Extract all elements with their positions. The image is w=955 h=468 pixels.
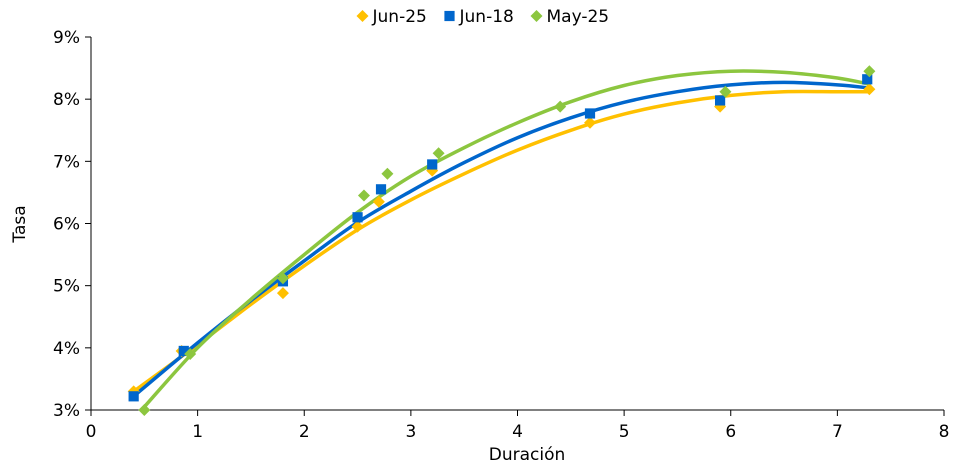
x-tick-label: 2 — [299, 422, 310, 442]
data-point-may-25 — [719, 85, 732, 98]
trend-line-jun-25 — [131, 89, 872, 394]
data-point-may-25 — [276, 272, 289, 285]
data-point-may-25 — [184, 348, 197, 361]
data-point-jun-25 — [372, 195, 385, 208]
legend-marker-jun-18 — [444, 10, 455, 22]
data-point-jun-18 — [352, 212, 363, 223]
y-tick-label: 6% — [53, 215, 80, 235]
y-tick-label: 5% — [53, 277, 80, 297]
y-tick-label: 4% — [53, 339, 80, 359]
data-point-jun-18 — [375, 184, 387, 195]
legend-label-may-25: May-25 — [547, 7, 610, 27]
data-point-may-25 — [138, 404, 151, 416]
data-point-may-25 — [432, 147, 445, 160]
trend-line-may-25 — [142, 69, 872, 409]
legend-label-jun-25: Jun-25 — [372, 7, 427, 27]
legend: Jun-25 Jun-18 May-25 — [356, 7, 610, 27]
data-markers — [127, 65, 876, 416]
x-axis-title: Duración — [489, 445, 566, 464]
x-tick-label: 4 — [512, 422, 523, 442]
y-tick-label: 9% — [53, 28, 80, 48]
data-point-jun-18 — [584, 108, 596, 119]
data-point-may-25 — [863, 65, 876, 78]
data-point-may-25 — [357, 189, 370, 202]
axes: 0 1 2 3 4 5 6 7 8 3% 4% 5% 6% 7% 8% 9% — [53, 28, 949, 442]
x-tick-label: 8 — [939, 422, 950, 442]
x-tick-label: 7 — [832, 422, 843, 442]
data-point-jun-18 — [714, 95, 726, 106]
legend-label-jun-18: Jun-18 — [459, 7, 514, 27]
data-point-may-25 — [554, 100, 567, 113]
data-point-jun-18 — [178, 345, 189, 357]
trend-lines — [131, 69, 872, 409]
data-point-jun-18 — [128, 391, 139, 402]
data-point-jun-25 — [863, 83, 876, 96]
legend-marker-may-25 — [530, 10, 543, 22]
data-point-jun-25 — [276, 287, 289, 300]
x-tick-label: 0 — [86, 422, 97, 442]
data-point-jun-18 — [862, 74, 873, 85]
y-tick-label: 7% — [53, 152, 80, 172]
x-tick-label: 1 — [192, 422, 203, 442]
y-tick-label: 3% — [53, 401, 80, 421]
x-tick-label: 6 — [725, 422, 736, 442]
data-point-jun-25 — [351, 220, 364, 233]
y-axis-title: Tasa — [10, 205, 30, 243]
data-point-jun-25 — [584, 116, 597, 129]
data-point-may-25 — [381, 167, 394, 180]
x-tick-label: 3 — [405, 422, 416, 442]
data-point-jun-18 — [427, 159, 438, 170]
x-tick-label: 5 — [619, 422, 630, 442]
y-tick-label: 8% — [53, 90, 80, 110]
legend-marker-jun-25 — [356, 10, 369, 22]
